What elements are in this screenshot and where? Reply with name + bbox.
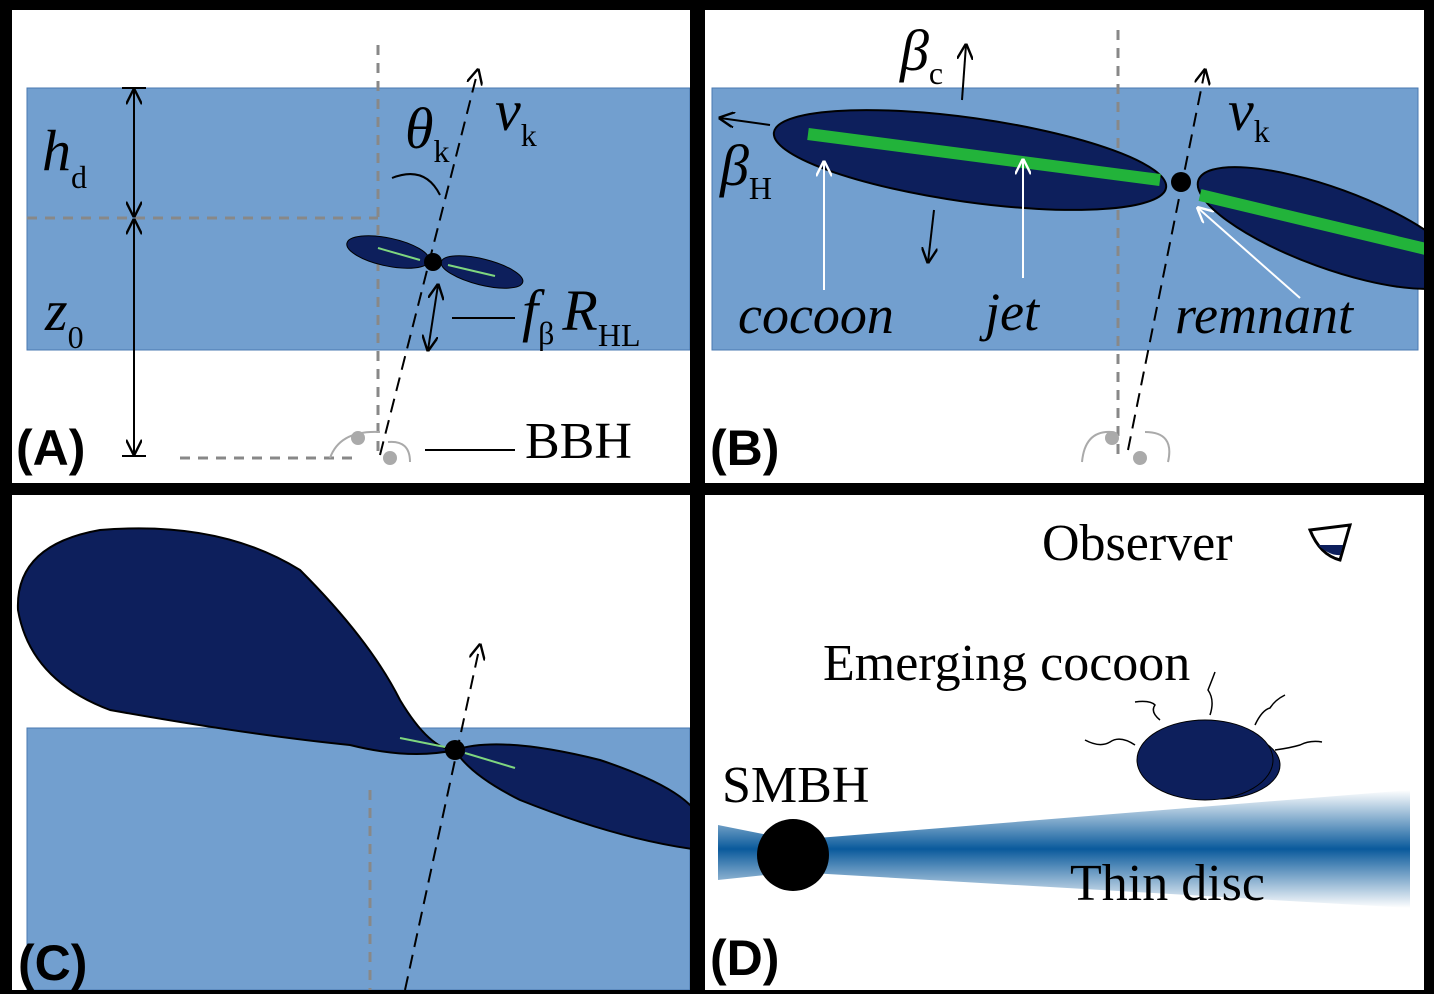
- panel-label: (C): [18, 935, 87, 991]
- subscript: d: [71, 159, 87, 195]
- symbol: θ: [405, 96, 434, 161]
- symbol: R: [561, 278, 597, 343]
- bbh-dot: [1171, 172, 1191, 192]
- subscript: HL: [598, 317, 641, 353]
- cocoon: [1137, 720, 1273, 800]
- panel-d: Observer Emerging cocoon SMBH Thin disc …: [705, 495, 1424, 990]
- disc-label: Thin disc: [1070, 855, 1265, 912]
- smbh: [757, 819, 829, 891]
- subscript: k: [1254, 113, 1270, 149]
- smbh-label: SMBH: [722, 757, 869, 814]
- symbol: v: [1228, 78, 1254, 143]
- bh: [1105, 431, 1119, 445]
- page: hd θk vk z0 fβRHL BBH (A) βc βH vk cocoo…: [0, 0, 1434, 994]
- figure: hd θk vk z0 fβRHL BBH (A) βc βH vk cocoo…: [0, 0, 1434, 994]
- symbol: v: [495, 78, 521, 143]
- jet-label: jet: [979, 282, 1041, 342]
- subscript: k: [434, 133, 450, 169]
- symbol: h: [42, 118, 71, 183]
- cocoon-label: cocoon: [738, 285, 894, 345]
- remnant-label: remnant: [1175, 285, 1355, 345]
- subscript: k: [521, 117, 537, 153]
- panel-b: βc βH vk cocoon jet remnant (B): [705, 10, 1434, 483]
- panel-label: (D): [710, 930, 779, 986]
- symbol: β: [899, 18, 929, 83]
- bh: [383, 451, 397, 465]
- subscript: H: [749, 170, 772, 206]
- panel-label: (A): [16, 420, 85, 476]
- subscript: c: [929, 55, 943, 91]
- symbol: β: [719, 133, 749, 198]
- bbh-label: BBH: [525, 413, 632, 470]
- bbh-dot: [445, 740, 465, 760]
- bbh-dot: [424, 253, 442, 271]
- panel-label: (B): [710, 420, 779, 476]
- emerging-label: Emerging cocoon: [823, 635, 1190, 692]
- observer-label: Observer: [1042, 515, 1233, 572]
- bh: [1133, 451, 1147, 465]
- subscript: 0: [68, 319, 84, 355]
- symbol: z: [44, 278, 68, 343]
- subscript: β: [538, 315, 554, 351]
- bh: [351, 431, 365, 445]
- panel-c: (C): [12, 495, 700, 991]
